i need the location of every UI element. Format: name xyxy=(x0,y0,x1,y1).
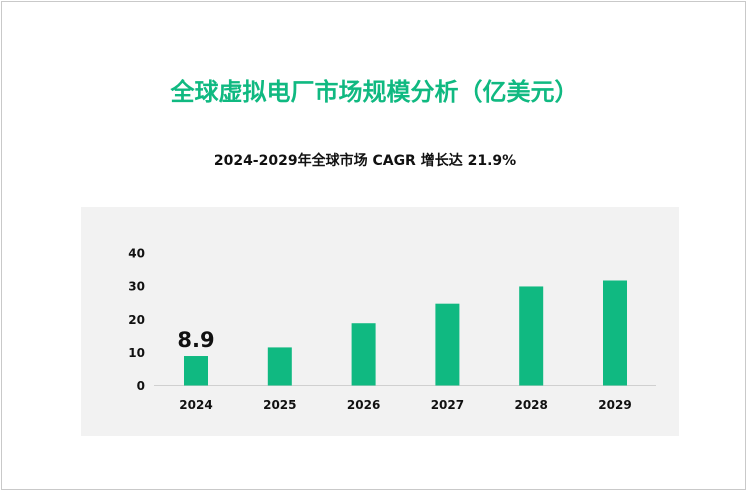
x-tick-label: 2028 xyxy=(514,398,547,412)
bar-2024 xyxy=(184,356,208,386)
plot-area: 0 10 20 30 40 2024 2025 2026 2027 2028 2029 8.9 xyxy=(81,207,679,436)
y-tick-label: 40 xyxy=(128,247,145,261)
y-tick-label: 10 xyxy=(128,346,145,360)
x-tick-label: 2026 xyxy=(347,398,380,412)
bar-2028 xyxy=(519,286,544,386)
data-label: 8.9 xyxy=(177,328,214,352)
bar-chart: 0 10 20 30 40 2024 2025 2026 2027 2028 2029 8.9 xyxy=(128,247,656,412)
bar-2029 xyxy=(603,280,627,386)
bar-2025 xyxy=(267,347,292,386)
y-tick-label: 20 xyxy=(128,313,145,327)
chart-subtitle: 2024-2029年全球市场 CAGR 增长达 21.9% xyxy=(213,153,517,169)
x-tick-label: 2024 xyxy=(179,398,212,412)
y-tick-label: 0 xyxy=(137,379,145,393)
chart-title: 全球虚拟电厂市场规模分析（亿美元） xyxy=(170,78,579,106)
y-tick-label: 30 xyxy=(128,280,145,294)
x-tick-label: 2025 xyxy=(263,398,296,412)
bar-2026 xyxy=(351,323,376,386)
x-tick-label: 2027 xyxy=(431,398,464,412)
x-tick-label: 2029 xyxy=(598,398,631,412)
bar-2027 xyxy=(435,303,460,386)
